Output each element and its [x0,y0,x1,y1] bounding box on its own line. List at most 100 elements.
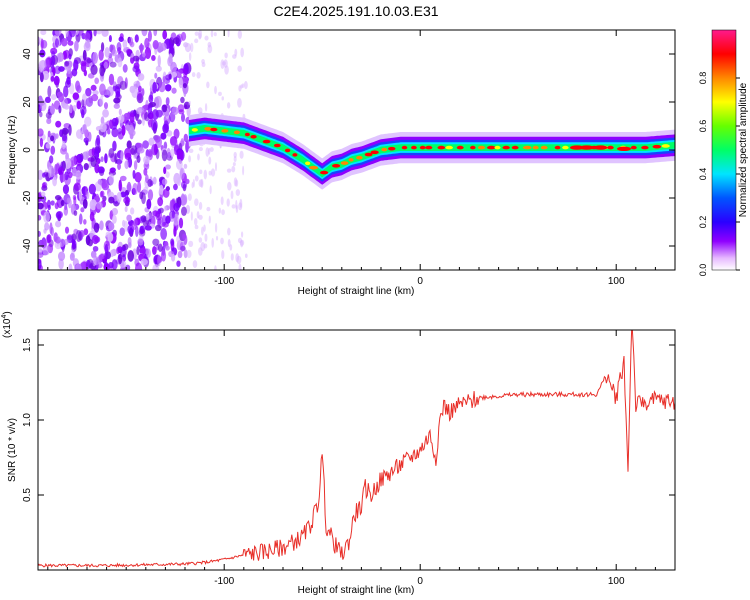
spectrogram-y-tick-label: 20 [22,96,33,108]
spectrogram-noise-cell [171,210,176,219]
spectrogram-noise-cell [81,99,85,108]
spectrogram-noise-cell [122,39,128,49]
spectrogram-peak-cell [348,158,354,162]
spectrogram-noise-cell [126,48,133,55]
spectrogram-noise-cell [210,30,214,38]
spectrogram-noise-cell [240,47,244,58]
spectrogram-noise-cell [60,199,65,207]
spectrogram-noise-cell [126,140,132,149]
spectrogram-noise-cell [231,165,236,173]
spectrogram-noise-cell [204,35,209,41]
spectrogram-noise-cell [99,64,105,77]
spectrogram-noise-cell [117,127,122,135]
spectrogram-noise-cell [126,214,132,222]
spectrogram-noise-cell [162,76,166,83]
spectrogram-noise-cell [118,253,123,265]
spectrogram-noise-cell [162,104,168,113]
spectrogram-noise-cell [38,215,42,221]
spectrogram-peak-cell [411,145,417,150]
spectrogram-noise-cell [117,162,121,171]
spectrogram-noise-cell [139,225,144,235]
spectrogram-noise-cell [50,61,55,69]
spectrogram-noise-cell [69,252,75,261]
spectrogram-noise-cell [91,94,99,102]
spectrogram-noise-cell [157,197,164,207]
spectrogram-noise-cell [64,79,71,88]
spectrogram-noise-cell [99,83,106,96]
spectrogram-noise-cell [67,40,74,46]
spectrogram-y-tick-label: -40 [22,238,33,253]
snr-series-line [38,330,675,568]
spectrogram-noise-cell [50,94,57,100]
spectrogram-noise-cell [220,237,224,245]
spectrogram-noise-cell [198,32,202,40]
spectrogram-noise-cell [88,148,95,157]
spectrogram-noise-cell [165,164,171,170]
spectrogram-peak-cell [401,145,408,150]
spectrogram-noise-cell [214,162,218,172]
spectrogram-noise-cell [152,264,160,270]
spectrogram-noise-cell [99,220,104,231]
spectrogram-noise-cell [55,236,61,244]
spectrogram-noise-cell [90,84,97,91]
spectrogram-noise-cell [81,109,85,119]
spectrogram-noise-cell [178,217,184,229]
spectrogram-noise-cell [183,68,188,78]
spectrogram-noise-cell [144,47,152,60]
spectrogram-peak-cell [532,145,539,150]
spectrogram-marks [38,30,675,270]
spectrogram-noise-cell [169,135,178,146]
spectrogram-noise-cell [231,204,236,209]
spectrogram-noise-cell [169,199,173,212]
spectrogram-noise-cell [198,179,203,188]
spectrogram-noise-cell [162,123,169,134]
spectrogram-noise-cell [124,160,129,170]
spectrogram-peak-cell [617,146,632,151]
spectrogram-noise-cell [108,196,115,204]
colorbar-tick-label: 0.2 [698,216,708,229]
spectrogram-noise-cell [199,169,203,175]
colorbar-tick-label: 0.0 [698,264,708,277]
spectrogram-noise-cell [152,39,159,50]
spectrogram-noise-cell [113,97,121,104]
spectrogram-noise-cell [118,36,124,42]
spectrogram-noise-cell [160,42,167,51]
spectrogram-noise-cell [58,258,64,270]
spectrogram-noise-cell [141,192,146,205]
spectrogram-noise-cell [129,112,135,124]
snr-x-tick-label: -100 [214,576,234,587]
spectrogram-noise-cell [58,105,62,114]
spectrogram-noise-cell [91,234,99,245]
spectrogram-noise-cell [206,81,210,89]
spectrogram-noise-cell [165,245,170,251]
spectrogram-noise-cell [160,249,167,262]
spectrogram-noise-cell [55,211,62,220]
spectrogram-noise-cell [134,34,139,43]
spectrogram-noise-cell [173,202,180,212]
spectrogram-y-tick-label: 40 [22,48,33,60]
spectrogram-peak-cell [456,145,464,150]
spectrogram-noise-cell [90,155,97,168]
spectrogram-peak-cell [641,145,649,150]
colorbar-tick-label: 0.6 [698,120,708,133]
spectrogram-noise-cell [180,138,185,147]
spectrogram-noise-cell [132,169,136,179]
spectrogram-noise-cell [55,133,59,139]
spectrogram-peak-cell [425,145,433,150]
spectrogram-noise-cell [108,173,115,186]
spectrogram-noise-cell [65,30,69,38]
spectrogram-noise-cell [39,137,44,148]
spectrogram-noise-cell [103,263,111,270]
spectrogram-noise-cell [127,236,132,246]
spectrogram-noise-cell [92,245,99,252]
spectrogram-noise-cell [61,38,68,47]
spectrogram-noise-cell [112,140,117,152]
spectrogram-noise-cell [139,43,143,55]
spectrogram-noise-cell [140,258,148,266]
spectrogram-x-ticks: -100 0 100 [47,30,676,287]
spectrogram-noise-cell [133,218,138,227]
spectrogram-noise-cell [132,65,140,73]
spectrogram-noise-cell [178,77,184,89]
spectrogram-noise-cell [68,53,72,60]
spectrogram-noise-cell [185,178,190,185]
